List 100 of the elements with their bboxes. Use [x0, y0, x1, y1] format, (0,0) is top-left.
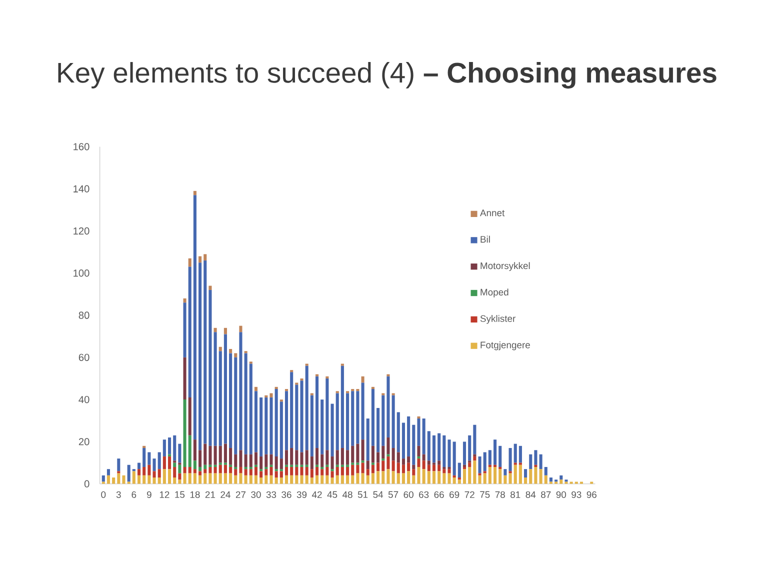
bar — [442, 435, 446, 467]
bar — [498, 469, 502, 484]
bar — [356, 473, 360, 484]
bar — [442, 473, 446, 484]
bar — [132, 471, 136, 484]
bar — [392, 448, 395, 461]
bar — [214, 328, 217, 332]
bar — [204, 473, 207, 484]
bar — [427, 431, 430, 461]
x-tick-label: 36 — [282, 491, 292, 498]
x-tick-label: 63 — [419, 491, 429, 498]
bar — [382, 460, 385, 472]
bar — [254, 391, 258, 452]
bar — [234, 466, 238, 470]
bar — [204, 464, 207, 470]
bar — [330, 456, 334, 470]
bar — [264, 475, 268, 484]
bar — [361, 473, 364, 484]
bar — [244, 466, 248, 470]
bar — [249, 469, 252, 476]
bar — [392, 460, 395, 472]
bar — [152, 458, 156, 472]
legend-label: Annet — [480, 210, 505, 216]
bar — [193, 460, 196, 470]
bar — [473, 460, 476, 484]
bar — [366, 418, 370, 461]
bar — [234, 469, 238, 476]
bar — [305, 466, 308, 476]
bar — [320, 454, 324, 467]
bar — [148, 475, 151, 484]
bar — [284, 450, 288, 465]
x-tick-label: 75 — [480, 491, 490, 498]
bar — [198, 471, 202, 476]
bar — [514, 464, 517, 484]
bar — [524, 478, 528, 484]
bar — [494, 466, 497, 484]
bar — [168, 469, 172, 484]
bar — [524, 469, 528, 478]
bar — [340, 466, 344, 476]
bar — [412, 475, 416, 484]
bar — [351, 475, 354, 484]
bar — [284, 475, 288, 484]
bar — [214, 466, 217, 474]
bar — [290, 372, 294, 448]
bar — [198, 450, 202, 467]
bar — [351, 446, 354, 463]
bar — [402, 473, 405, 484]
y-tick-label: 140 — [74, 185, 90, 192]
bar — [346, 466, 350, 476]
bar — [422, 460, 426, 470]
bar — [417, 416, 420, 419]
bar — [295, 475, 298, 484]
bar — [218, 346, 222, 352]
bar — [473, 456, 476, 461]
bar — [198, 475, 202, 484]
bar — [382, 395, 385, 446]
bar — [274, 389, 278, 456]
bar — [468, 466, 472, 484]
bar — [204, 260, 207, 444]
bar — [438, 471, 441, 484]
bar — [173, 478, 176, 484]
x-tick-label: 12 — [160, 491, 170, 498]
bar — [204, 444, 207, 465]
bar — [168, 456, 172, 470]
bar — [396, 473, 400, 484]
bar — [274, 478, 278, 484]
bar — [320, 400, 324, 454]
bar — [183, 400, 186, 467]
bar — [264, 397, 268, 454]
bar — [407, 416, 410, 456]
bar — [218, 351, 222, 446]
bar — [504, 469, 507, 476]
bar — [422, 469, 426, 484]
bar — [254, 452, 258, 465]
bar — [229, 473, 232, 484]
bar — [290, 448, 294, 465]
x-tick-label: 60 — [404, 491, 414, 498]
bar — [442, 466, 446, 470]
bar — [438, 433, 441, 461]
bar — [260, 456, 263, 470]
bar — [330, 471, 334, 478]
bar — [173, 435, 176, 461]
bar — [340, 366, 344, 448]
x-tick-label: 30 — [251, 491, 261, 498]
bar — [427, 471, 430, 484]
bar — [412, 469, 416, 476]
bar — [264, 454, 268, 467]
bar — [295, 450, 298, 465]
bar — [448, 473, 451, 484]
bar — [326, 450, 329, 465]
bar — [188, 266, 192, 398]
legend-label: Moped — [480, 288, 508, 298]
y-tick-label: 0 — [84, 480, 90, 488]
legend-label: Syklister — [480, 314, 516, 324]
y-tick-label: 100 — [74, 270, 90, 277]
bar — [106, 469, 110, 476]
bar — [340, 448, 344, 465]
bar — [305, 475, 308, 484]
y-tick-label: 160 — [74, 143, 90, 150]
bar — [300, 475, 304, 484]
